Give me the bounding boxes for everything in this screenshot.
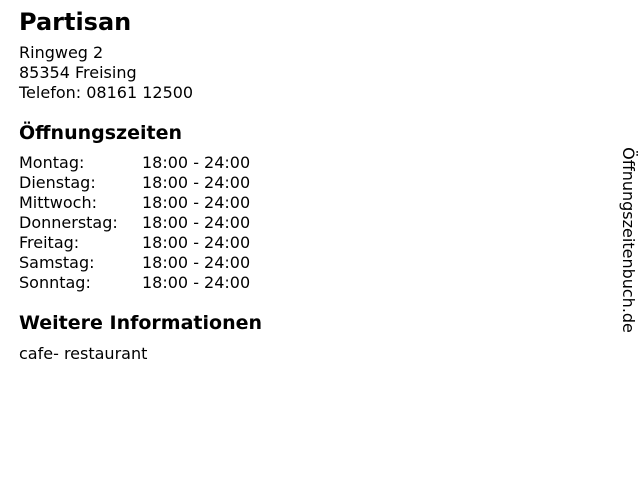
- day-label: Samstag:: [19, 253, 95, 272]
- opening-hours-table: Montag: 18:00 - 24:00 Dienstag: 18:00 - …: [19, 153, 250, 293]
- time-value: 18:00 - 24:00: [142, 153, 251, 172]
- table-row: Montag: 18:00 - 24:00: [19, 153, 250, 173]
- phone-number: Telefon: 08161 12500: [19, 83, 194, 102]
- table-row: Samstag: 18:00 - 24:00: [19, 253, 250, 273]
- time-value: 18:00 - 24:00: [142, 253, 251, 272]
- address-street: Ringweg 2: [19, 43, 104, 62]
- business-listing: Partisan Ringweg 2 85354 Freising Telefo…: [19, 8, 600, 363]
- business-category-text: cafe- restaurant: [19, 344, 148, 363]
- address-city: 85354 Freising: [19, 63, 137, 82]
- time-value: 18:00 - 24:00: [142, 273, 251, 292]
- more-info-heading: Weitere Informationen: [19, 312, 263, 334]
- table-row: Donnerstag: 18:00 - 24:00: [19, 213, 250, 233]
- day-label: Montag:: [19, 153, 85, 172]
- table-row: Sonntag: 18:00 - 24:00: [19, 273, 250, 293]
- day-label: Mittwoch:: [19, 193, 97, 212]
- address-block: Ringweg 2 85354 Freising Telefon: 08161 …: [19, 43, 600, 103]
- day-label: Sonntag:: [19, 273, 91, 292]
- time-value: 18:00 - 24:00: [142, 233, 251, 252]
- table-row: Mittwoch: 18:00 - 24:00: [19, 193, 250, 213]
- time-value: 18:00 - 24:00: [142, 213, 251, 232]
- time-value: 18:00 - 24:00: [142, 193, 251, 212]
- day-label: Freitag:: [19, 233, 80, 252]
- table-row: Dienstag: 18:00 - 24:00: [19, 173, 250, 193]
- table-row: Freitag: 18:00 - 24:00: [19, 233, 250, 253]
- page-title: Partisan: [19, 8, 132, 36]
- opening-hours-heading: Öffnungszeiten: [19, 122, 182, 144]
- watermark-brand: Öffnungszeitenbuch.de: [619, 147, 638, 333]
- day-label: Donnerstag:: [19, 213, 118, 232]
- time-value: 18:00 - 24:00: [142, 173, 251, 192]
- day-label: Dienstag:: [19, 173, 96, 192]
